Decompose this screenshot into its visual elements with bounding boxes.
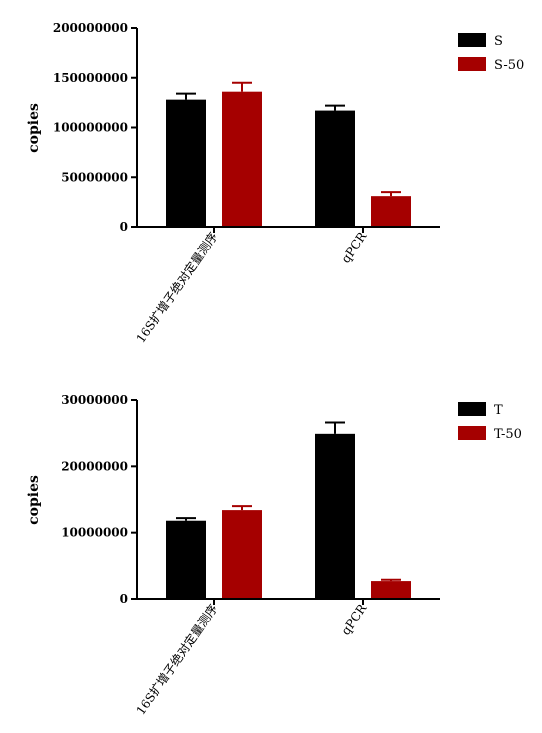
bar: [315, 110, 355, 227]
bar-group: [166, 81, 411, 228]
bar: [166, 520, 206, 599]
legend-label: S-50: [494, 58, 524, 73]
y-tick-label: 150000000: [53, 71, 128, 85]
y-tick-label: 200000000: [53, 21, 128, 35]
legend: S S-50: [458, 33, 524, 73]
bar: [222, 510, 262, 599]
chart-top: copies 0 50000000 100000000 150000000 200000…: [26, 21, 524, 345]
y-tick-label: 0: [120, 592, 128, 606]
y-tick-label: 100000000: [53, 121, 128, 135]
bar: [166, 99, 206, 227]
y-tick-label: 20000000: [61, 459, 128, 473]
chart-bottom: copies 0 10000000 20000000 30000000 16S扩增子绝…: [26, 393, 522, 717]
legend: T T-50: [458, 402, 522, 442]
legend-swatch: [458, 57, 486, 71]
legend-swatch: [458, 426, 486, 440]
bar: [315, 433, 355, 599]
y-tick-group: 0 50000000 100000000 150000000 200000000: [53, 21, 137, 234]
x-tick-label: qPCR: [338, 601, 370, 638]
axes: [136, 28, 440, 228]
legend-label: S: [494, 34, 503, 49]
y-tick-label: 10000000: [61, 526, 128, 540]
legend-label: T: [494, 403, 503, 418]
bar: [222, 91, 262, 228]
legend-swatch: [458, 402, 486, 416]
y-tick-label: 0: [120, 220, 128, 234]
y-tick-label: 50000000: [61, 170, 128, 184]
x-tick-label: 16S扩增子绝对定量测序: [133, 601, 221, 717]
y-axis-label: copies: [26, 475, 42, 525]
category-label-group: 16S扩增子绝对定量测序 qPCR: [133, 599, 370, 717]
bar-group: [166, 421, 411, 599]
y-tick-label: 30000000: [61, 393, 128, 407]
category-label-group: 16S扩增子绝对定量测序 qPCR: [133, 227, 370, 345]
axes: [136, 400, 440, 600]
legend-swatch: [458, 33, 486, 47]
x-tick-label: qPCR: [338, 229, 370, 266]
bar: [371, 196, 411, 227]
legend-label: T-50: [494, 427, 522, 442]
y-tick-group: 0 10000000 20000000 30000000: [61, 393, 137, 606]
bar: [371, 581, 411, 599]
x-tick-label: 16S扩增子绝对定量测序: [133, 229, 221, 345]
y-axis-label: copies: [26, 103, 42, 153]
